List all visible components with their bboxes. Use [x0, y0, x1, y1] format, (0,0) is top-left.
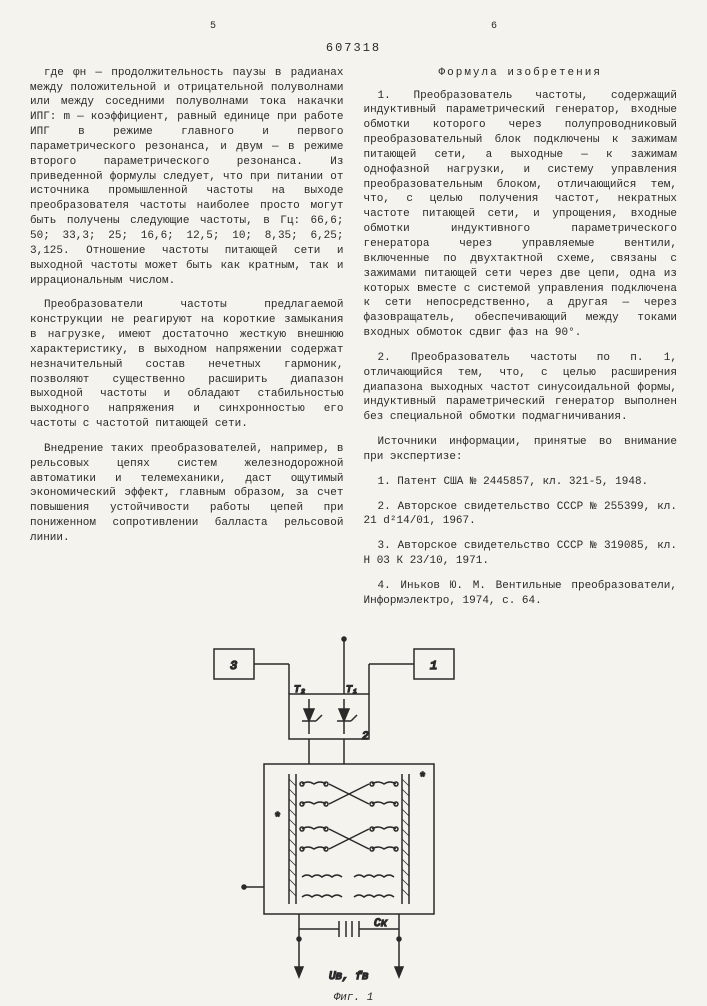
- left-p2: Преобразователи частоты предлагаемой кон…: [30, 298, 344, 432]
- thyristor-t1: T₁: [337, 685, 358, 734]
- left-windings: [302, 782, 342, 897]
- svg-text:T₁: T₁: [346, 685, 358, 696]
- left-column: где φн — продолжительность паузы в радиа…: [30, 66, 344, 619]
- left-p1: где φн — продолжительность паузы в радиа…: [30, 66, 344, 289]
- svg-text:*: *: [274, 811, 281, 825]
- source-2: 2. Авторское свидетельство СССР № 255399…: [364, 500, 678, 530]
- formula-title: Формула изобретения: [364, 66, 678, 81]
- svg-text:T₂: T₂: [294, 685, 306, 696]
- source-4: 4. Иньков Ю. М. Вентильные преобразовате…: [364, 579, 678, 609]
- block2-label: 2: [362, 731, 369, 743]
- source-3: 3. Авторское свидетельство СССР № 319085…: [364, 539, 678, 569]
- source-1: 1. Патент США № 2445857, кл. 321-5, 1948…: [364, 475, 678, 490]
- right-p2: 2. Преобразователь частоты по п. 1, отли…: [364, 351, 678, 425]
- output-label: Uв, fв: [329, 971, 369, 983]
- capacitor-label: Cк: [374, 918, 388, 930]
- sources-title: Источники информации, принятые во вниман…: [364, 435, 678, 465]
- svg-text:*: *: [419, 771, 426, 785]
- block1-label: 1: [430, 659, 437, 673]
- document-number: 607318: [30, 40, 677, 56]
- right-p1: 1. Преобразователь частоты, содержащий и…: [364, 89, 678, 341]
- col-num-right: 6: [491, 20, 497, 34]
- figure-label: Фиг. 1: [30, 991, 677, 1006]
- thyristor-t2: T₂: [294, 685, 322, 734]
- block3-label: 3: [230, 659, 237, 673]
- circuit-diagram: 3 1 2 T₂: [30, 629, 677, 989]
- left-p3: Внедрение таких преобразователей, наприм…: [30, 442, 344, 546]
- col-num-left: 5: [210, 20, 216, 34]
- right-column: Формула изобретения 1. Преобразователь ч…: [364, 66, 678, 619]
